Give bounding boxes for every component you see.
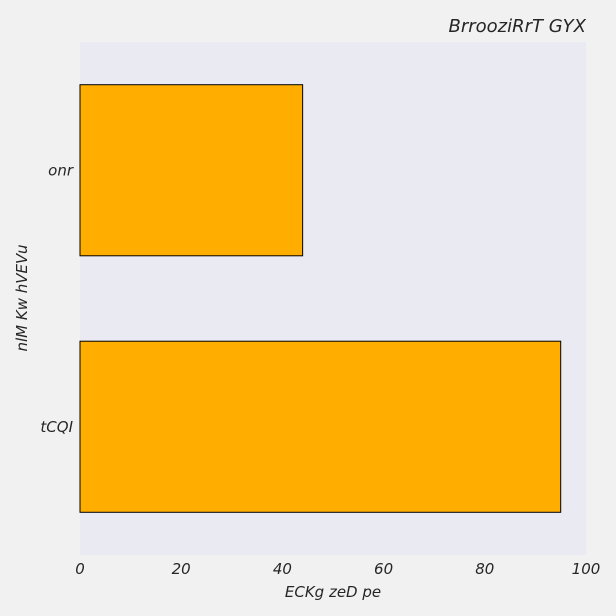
chart-title: BrrooziRrT GYX [448, 16, 586, 37]
x-tick-label: 20 [172, 560, 191, 578]
y-tick-label: tCQI [40, 418, 73, 436]
y-axis-label: nlM Kw hVEVu [13, 244, 31, 351]
bar-onr [79, 84, 304, 257]
x-tick-label: 0 [75, 560, 85, 578]
x-tick-label: 80 [475, 560, 494, 578]
x-tick-label: 40 [273, 560, 292, 578]
bar-tCQI [79, 340, 562, 513]
x-axis-label: ECKg zeD pe [285, 583, 381, 601]
x-tick-label: 60 [374, 560, 393, 578]
y-tick-label: onr [48, 161, 74, 179]
x-tick-label: 100 [572, 560, 601, 578]
